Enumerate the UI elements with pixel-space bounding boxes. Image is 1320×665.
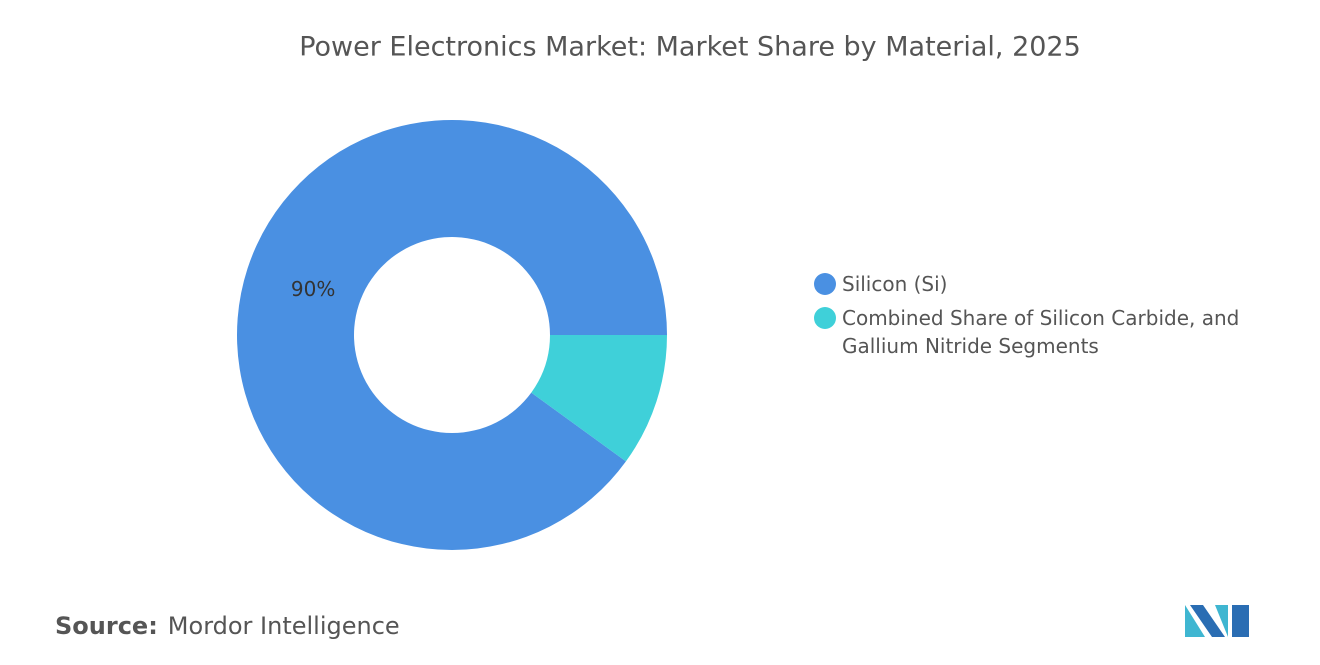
data-label: 90% — [291, 277, 335, 301]
chart-title: Power Electronics Market: Market Share b… — [299, 32, 1081, 63]
legend-label: Combined Share of Silicon Carbide, and G… — [842, 306, 1240, 358]
source-text: Mordor Intelligence — [167, 612, 400, 640]
legend-label: Silicon (Si) — [842, 272, 948, 296]
legend-swatch — [814, 307, 836, 329]
source-label: Source: — [55, 612, 158, 640]
legend: Silicon (Si) Combined Share of Silicon Ca… — [814, 270, 1254, 366]
logo — [1185, 605, 1249, 637]
slice — [531, 335, 667, 462]
slice — [236, 119, 667, 550]
legend-item: Silicon (Si) — [814, 270, 1254, 298]
legend-swatch — [814, 273, 836, 295]
legend-item: Combined Share of Silicon Carbide, and G… — [814, 304, 1254, 360]
source: Source: Mordor Intelligence — [55, 612, 400, 640]
